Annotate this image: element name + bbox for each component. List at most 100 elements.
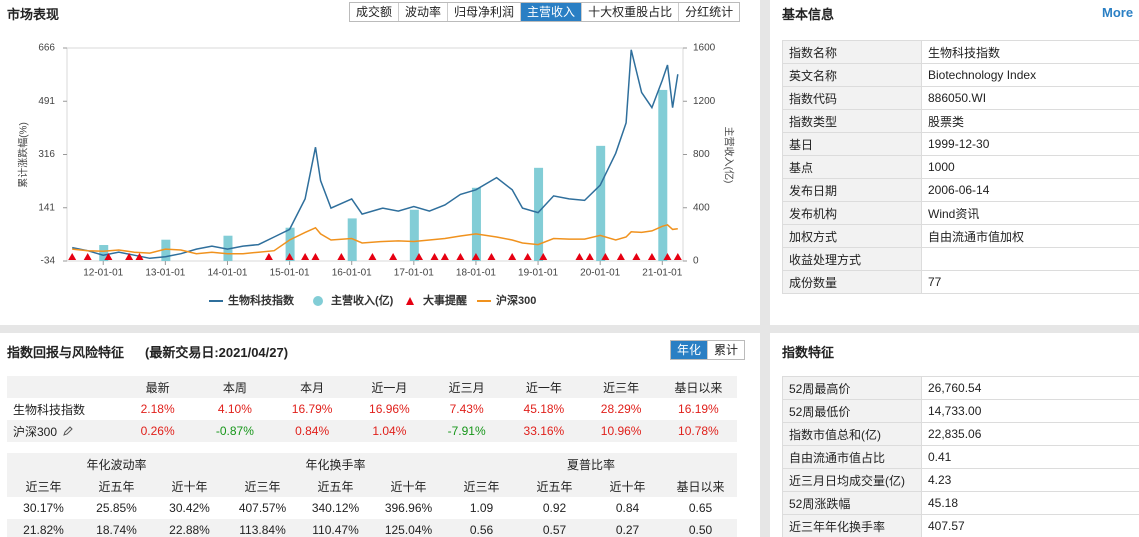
value-cell: Biotechnology Index [921,63,1139,87]
basic-info-panel: 基本信息 More 指数名称 生物科技指数 英文名称 Biotechnology In… [770,0,1139,325]
row: 52周最高价 26,760.54 [782,376,1139,400]
tab[interactable]: 波动率 [398,3,447,21]
value-cell: 26,760.54 [921,376,1139,400]
label-cell: 52周最高价 [782,376,922,400]
event-marker [415,253,423,260]
value-cell: 自由流通市值加权 [921,224,1139,248]
cell: 0.50 [664,519,737,537]
event-marker [83,253,92,260]
y-tick-label: 666 [38,43,55,54]
group-header: 夏普比率 [445,453,737,475]
more-link[interactable]: More [1102,5,1134,20]
row: 基点 1000 [782,155,1139,179]
event-marker [575,253,584,260]
market-panel: 市场表现 成交额 波动率 归母净利润 主营收入 十大权重股占比 分红统计 -34 141 31… [0,0,760,325]
cell: 0.27 [591,519,664,537]
event-marker [264,253,273,260]
row: 指数市值总和(亿) 22,835.06 [782,422,1139,446]
event-marker [471,253,480,260]
row: 近三月日均成交量(亿) 4.23 [782,468,1139,492]
value-cell: Wind资讯 [921,201,1139,225]
info-table: 指数名称 生物科技指数 英文名称 Biotechnology Index 指数代码 886… [782,40,1139,294]
cell: 0.26% [119,420,197,442]
column-header: 近一月 [350,376,428,398]
event-marker [68,253,77,260]
event-marker [616,253,625,260]
value-cell: 0.41 [921,445,1139,469]
event-marker [508,253,517,260]
legend-label[interactable]: 生物科技指数 [228,293,295,307]
cell: 0.84 [615,501,640,515]
legend-label[interactable]: 大事提醒 [423,293,467,307]
cell: 4.10% [217,402,252,416]
y-tick-label: 141 [38,202,55,213]
row: 基日 1999-12-30 [782,132,1139,156]
row: 沪深300 0.26% -0.87% 0.84% 1.04% -7.91% 33.16% 10… [7,420,737,442]
value-cell: 股票类 [921,109,1139,133]
column-header: 本月 [273,376,351,398]
label-cell: 发布日期 [782,178,922,202]
tab[interactable]: 主营收入 [520,3,582,21]
y2-tick-label: 400 [693,202,710,213]
legend-label[interactable]: 沪深300 [496,293,536,307]
features-table: 52周最高价 26,760.54 52周最低价 14,733.00 指数市值总和(亿) 2… [782,376,1139,537]
event-marker [389,253,398,260]
cell: 30.17% [23,501,64,515]
cell: 10.78% [659,420,737,442]
cell: 22.88% [153,519,226,537]
x-tick-label: 20-01-01 [580,268,620,279]
tab[interactable]: 归母净利润 [447,3,520,21]
cell: 0.84% [273,420,351,442]
y-tick-label: 491 [38,96,55,107]
cell: -0.87% [196,420,274,442]
tab[interactable]: 十大权重股占比 [581,3,678,21]
cell: 1.04% [350,420,428,442]
cell: 0.57 [518,519,591,537]
cell: 30.42% [169,501,210,515]
column-header: 近三年 [582,376,660,398]
cell: 33.16% [505,420,583,442]
legend-label[interactable]: 主营收入(亿) [331,293,394,307]
bar [471,187,481,261]
cell: 28.29% [600,402,642,416]
features-panel: 指数特征 52周最高价 26,760.54 52周最低价 14,733.00 指数市值总… [770,333,1139,537]
column-header: 近三年 [445,475,518,497]
y2-tick-label: 800 [693,149,710,160]
column-header: 近五年 [80,475,153,497]
header-row: 近三年 近五年 近十年 近三年 近五年 近十年 近三年 近五年 近十年 基日以来 [7,475,737,497]
value-cell: 1000 [921,155,1139,179]
column-header: 近五年 [518,475,591,497]
row: 英文名称 Biotechnology Index [782,63,1139,87]
row: 30.17% 25.85% 30.42% 407.57% 340.12% 396.96% 1… [7,497,737,519]
returns-panel: 指数回报与风险特征 (最新交易日:2021/04/27) 年化 累计 最新 本周 本月… [0,333,760,537]
label-cell: 自由流通市值占比 [782,445,922,469]
row: 指数代码 886050.WI [782,86,1139,110]
tab[interactable]: 分红统计 [678,3,739,21]
tab[interactable]: 成交额 [356,5,393,19]
cell: 1.09 [469,501,494,515]
edit-icon[interactable] [63,425,73,436]
tab[interactable]: 累计 [707,341,744,359]
cell [7,376,119,398]
line [72,223,678,255]
row: 指数名称 生物科技指数 [782,40,1139,64]
value-cell: 14,733.00 [921,399,1139,423]
column-header: 近三年 [7,475,80,497]
bar [161,239,171,261]
cell: 125.04% [372,519,445,537]
event-marker [585,253,594,260]
column-header: 近十年 [153,475,226,497]
event-marker [135,253,144,260]
header-row: 最新 本周 本月 近一月 近三月 近一年 近三年 基日以来 [7,376,737,398]
label-cell: 指数类型 [782,109,922,133]
tab[interactable]: 年化 [671,341,708,359]
event-marker [647,253,656,260]
y2-tick-label: 0 [693,256,699,267]
cell: 340.12% [311,501,360,515]
value-cell: 886050.WI [921,86,1139,110]
label-cell: 近三年年化换手率 [782,514,922,537]
row: 发布机构 Wind资讯 [782,201,1139,225]
x-tick-label: 21-01-01 [642,268,682,279]
